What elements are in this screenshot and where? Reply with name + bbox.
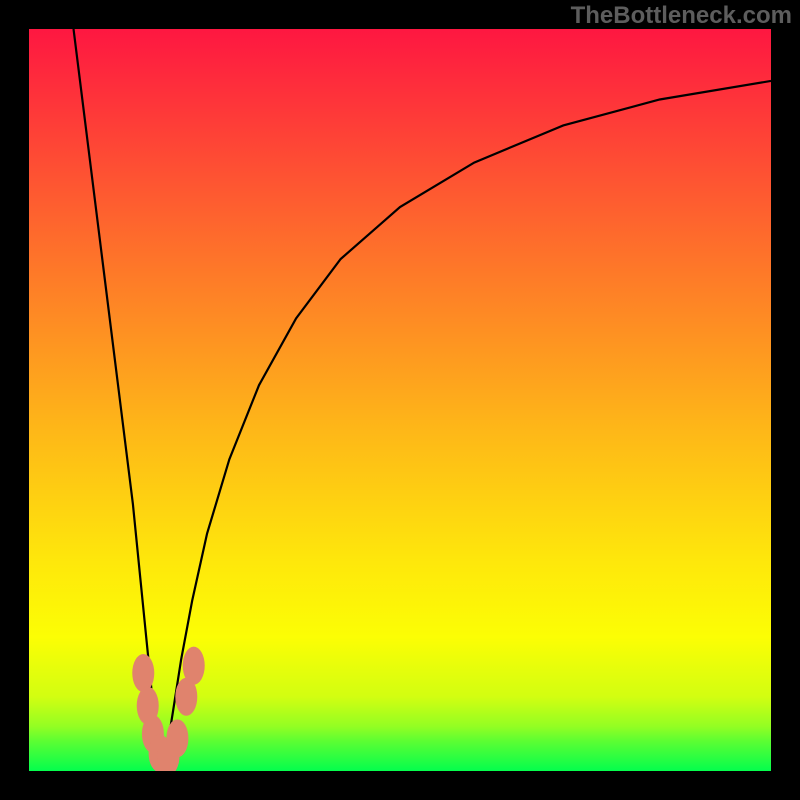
curve-marker	[175, 678, 197, 716]
curve-marker	[166, 719, 188, 757]
attribution-text: TheBottleneck.com	[571, 2, 792, 30]
chart-container: TheBottleneck.com	[0, 0, 800, 800]
curve-marker	[158, 737, 180, 771]
bottleneck-curve	[74, 29, 771, 767]
curve-marker	[137, 687, 159, 725]
plot-area	[29, 29, 771, 771]
curve-svg	[29, 29, 771, 771]
marker-group	[132, 647, 204, 771]
curve-marker	[183, 647, 205, 685]
curve-marker	[149, 734, 171, 771]
curve-marker	[132, 654, 154, 692]
curve-marker	[142, 715, 164, 753]
